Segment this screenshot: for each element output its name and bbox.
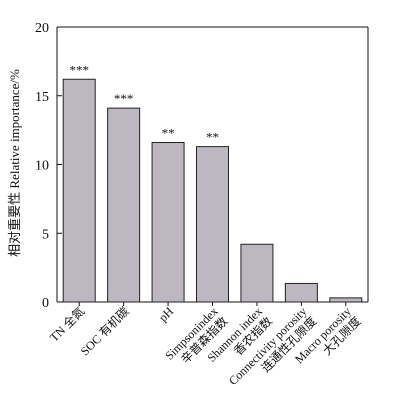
bar [329,297,363,303]
y-tick-label: 10 [35,159,49,174]
bar [62,78,96,303]
x-tick-label: TN 全氮 [46,304,87,345]
significance-label: ** [206,130,219,145]
significance-label: *** [114,91,134,106]
bar [151,142,185,303]
x-tick-label: SOC 有机碳 [78,304,132,358]
x-tick-label: pH [156,304,177,325]
bar [196,146,229,303]
bar [284,282,318,303]
significance-label: ** [162,126,175,141]
bar [107,107,141,303]
y-tick-label: 15 [35,90,49,105]
y-tick-label: 0 [42,296,49,311]
significance-label: *** [69,62,89,77]
y-tick-label: 20 [35,21,49,36]
bar [240,243,274,303]
y-axis-label: 相对重要性 Relative importance/% [7,69,22,257]
bars: ******** ** [62,62,363,303]
y-tick-label: 5 [42,227,49,242]
